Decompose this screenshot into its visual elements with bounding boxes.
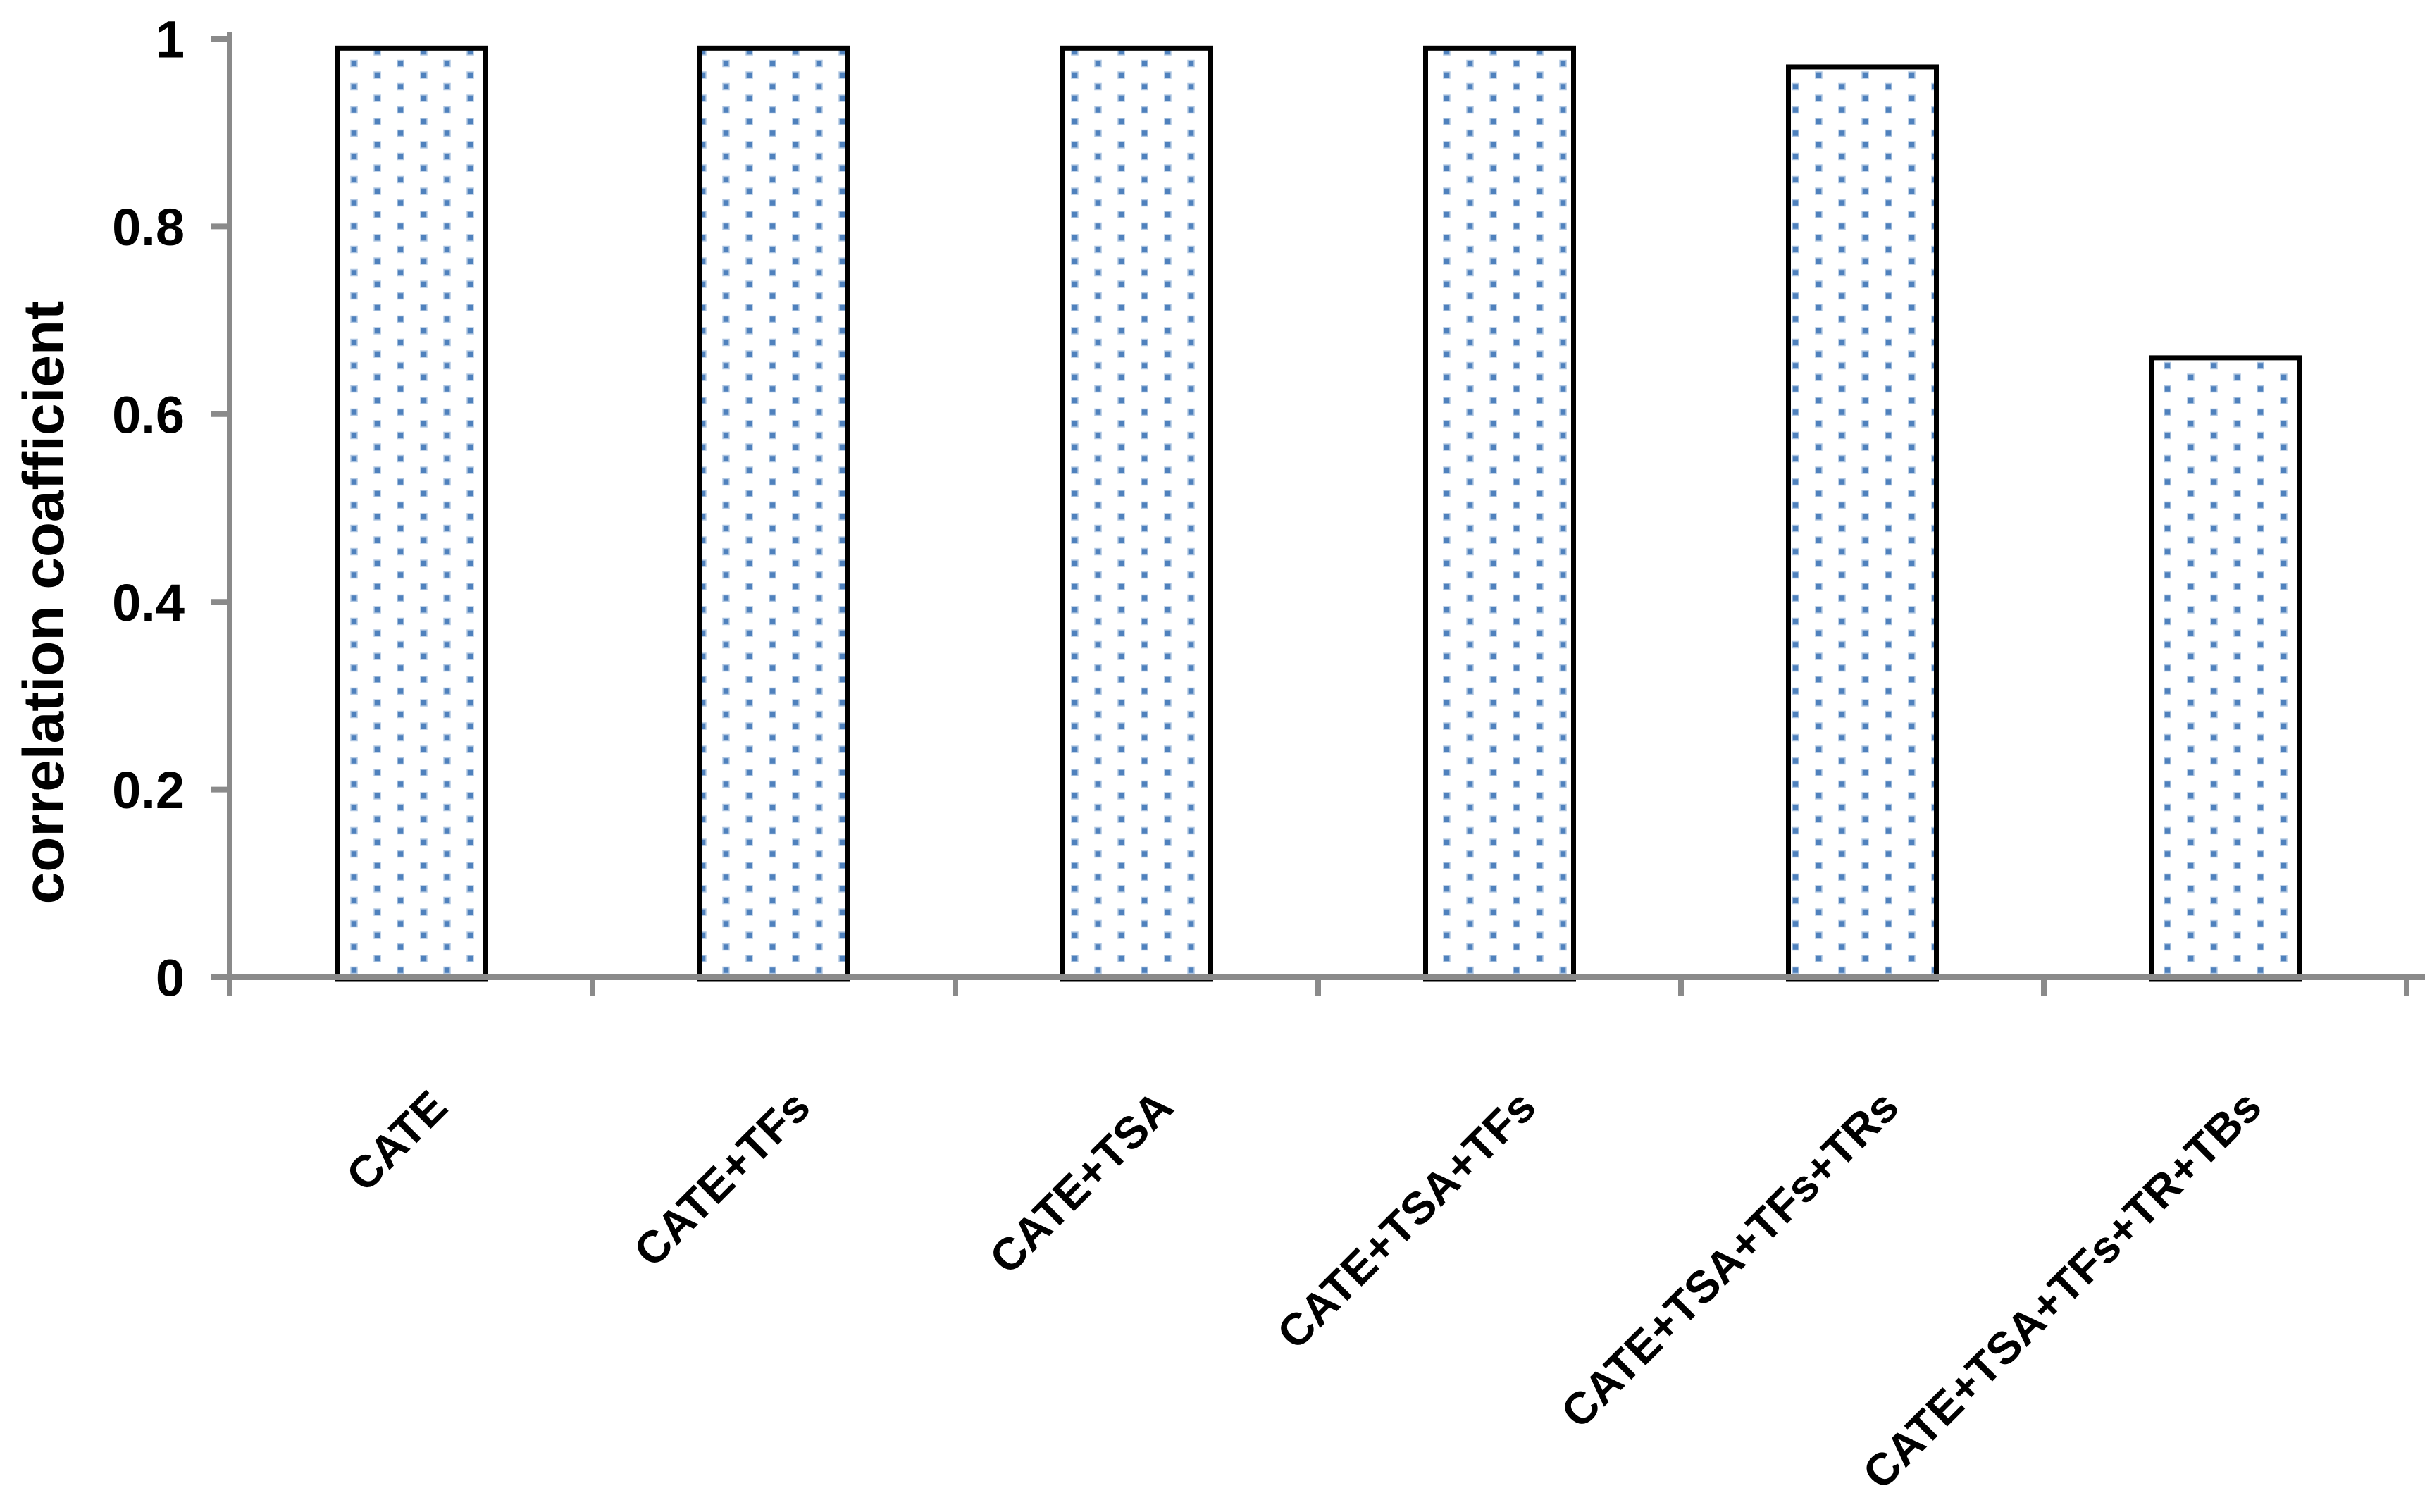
x-category-label: CATE+TSA+TFs+TRs — [1551, 1081, 1908, 1437]
x-axis-category-labels-group: CATE CATE+TFs CATE+TSA CATE+TSA+TFs CATE+TSA… — [337, 1081, 2271, 1499]
x-category-label: CATE — [337, 1081, 457, 1201]
x-category-label: CATE+TSA — [980, 1081, 1183, 1284]
x-category-label: CATE+TFs — [624, 1081, 820, 1277]
y-tick-label: 0.2 — [112, 761, 185, 819]
y-tick-label: 0 — [156, 949, 185, 1008]
bars-group — [335, 45, 2302, 982]
axes-group — [211, 32, 2425, 996]
bar-CATE+TSA+TFs+TRs — [1786, 64, 1939, 982]
y-axis-tick-labels-group: 0 0.2 0.4 0.6 0.8 1 — [112, 11, 185, 1008]
x-category-label: CATE+TSA+TFs — [1267, 1081, 1546, 1359]
bar-CATE+TFs — [697, 45, 850, 982]
y-tick-label: 0.8 — [112, 198, 185, 256]
y-axis-ticks-group — [211, 36, 230, 980]
y-tick-label: 0.6 — [112, 385, 185, 444]
y-tick-label: 1 — [156, 11, 185, 69]
bar-CATE+TSA+TFs — [1423, 45, 1576, 982]
bar-CATE+TSA+TFs+TR+TBs — [2149, 355, 2302, 982]
bar-CATE+TSA — [1060, 45, 1213, 982]
y-axis-title: correlation coafficient — [12, 301, 76, 905]
y-tick-label: 0.4 — [112, 574, 185, 632]
x-category-label: CATE+TSA+TFs+TR+TBs — [1853, 1081, 2271, 1499]
x-axis-ticks-group — [227, 977, 2409, 996]
bar-CATE — [335, 45, 488, 982]
